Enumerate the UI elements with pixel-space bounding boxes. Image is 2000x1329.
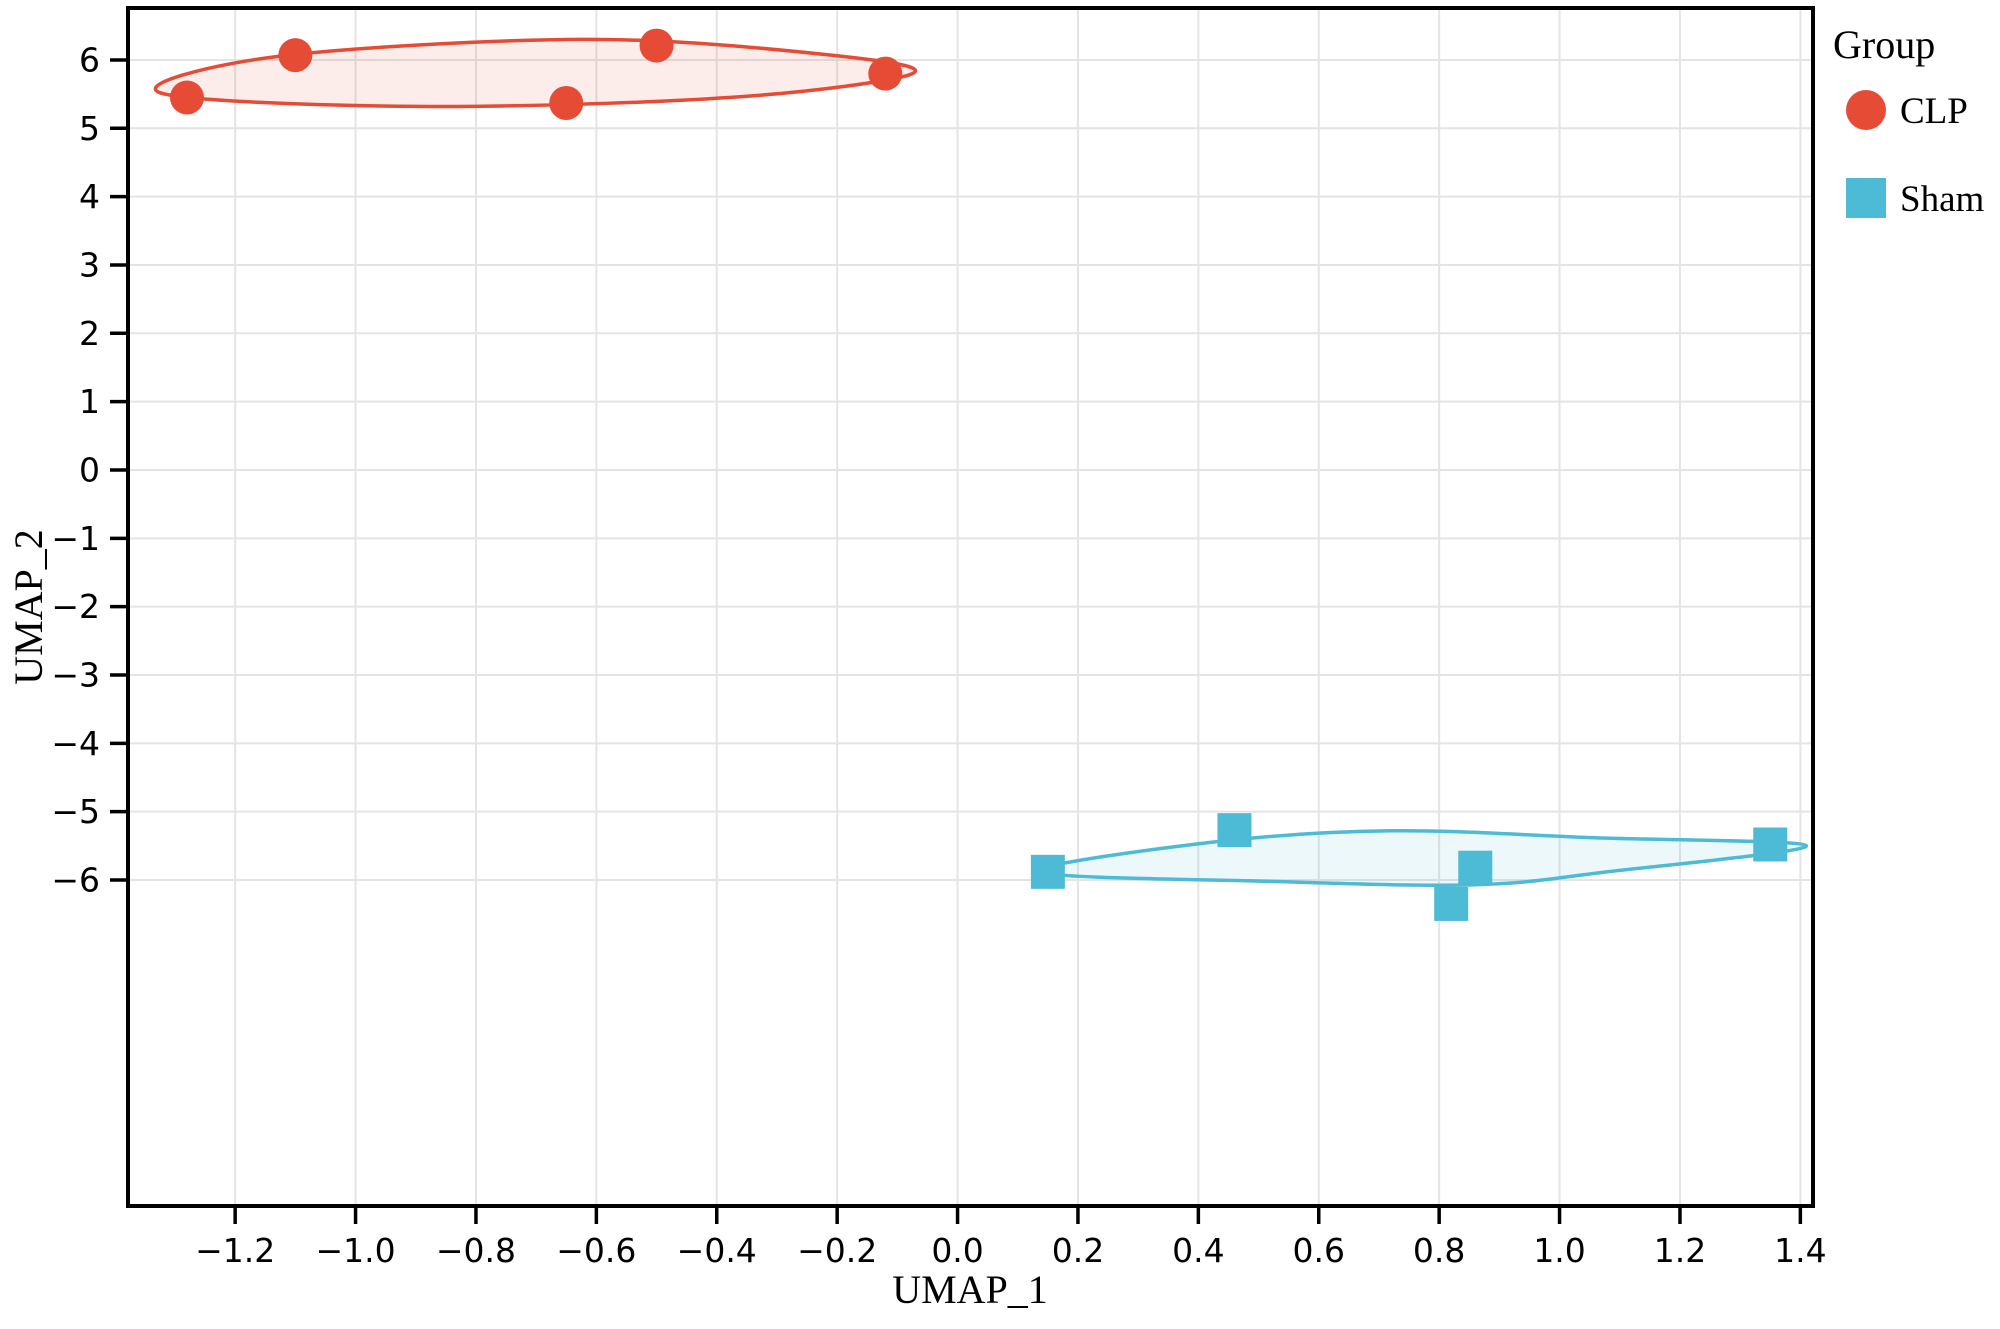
- legend: Group CLP Sham: [1833, 22, 1985, 220]
- x-axis-title: UMAP_1: [892, 1267, 1048, 1312]
- sham-data-point: [1030, 854, 1065, 889]
- x-tick-label: −1.0: [315, 1231, 395, 1270]
- clp-data-point: [278, 38, 313, 73]
- legend-swatch-clp-icon: [1846, 90, 1886, 130]
- y-tick-label: −3: [51, 656, 100, 695]
- legend-title: Group: [1833, 22, 1935, 67]
- y-tick-label: 4: [79, 177, 100, 216]
- clp-data-point: [549, 85, 584, 120]
- sham-data-point: [1753, 827, 1788, 862]
- legend-label-sham: Sham: [1900, 179, 1985, 220]
- y-tick-label: 1: [79, 382, 100, 421]
- y-tick-label: −6: [51, 861, 100, 900]
- x-tick-label: −0.4: [677, 1231, 757, 1270]
- y-tick-label: −5: [51, 792, 100, 831]
- axes: −1.2 −1.0 −0.8 −0.6 −0.4 −0.2 0.0 0.2 0.4 0.6 0.8 1…: [51, 40, 1826, 1270]
- x-tick-label: 0.6: [1293, 1231, 1345, 1270]
- x-tick-label: 0.4: [1172, 1231, 1224, 1270]
- clp-data-point: [639, 28, 674, 63]
- x-tick-label: −1.2: [195, 1231, 275, 1270]
- clp-data-point: [169, 80, 204, 115]
- x-tick-label: −0.2: [797, 1231, 877, 1270]
- y-tick-label: −1: [51, 519, 100, 558]
- x-tick-label: 1.0: [1533, 1231, 1585, 1270]
- y-tick-label: 3: [79, 246, 100, 285]
- y-tick-label: 0: [79, 451, 100, 490]
- sham-data-point: [1434, 886, 1469, 921]
- y-tick-label: 5: [79, 109, 100, 148]
- legend-label-clp: CLP: [1900, 91, 1968, 132]
- x-tick-label: 1.2: [1654, 1231, 1706, 1270]
- sham-data-point: [1217, 813, 1252, 848]
- legend-swatch-sham-icon: [1846, 178, 1886, 218]
- gridlines: [128, 8, 1813, 1206]
- y-tick-label: 2: [79, 314, 100, 353]
- y-axis-title: UMAP_2: [6, 529, 51, 685]
- y-tick-label: 6: [79, 40, 100, 79]
- y-tick-label: −2: [51, 587, 100, 626]
- x-tick-label: 0.8: [1413, 1231, 1465, 1270]
- x-tick-label: 1.4: [1774, 1231, 1826, 1270]
- sham-data-point: [1458, 850, 1493, 885]
- clp-data-point: [868, 56, 903, 91]
- clp-cluster-ellipse: [153, 37, 918, 109]
- series-sham: [1030, 813, 1809, 921]
- x-tick-label: 0.0: [931, 1231, 983, 1270]
- x-tick-label: 0.2: [1052, 1231, 1104, 1270]
- x-tick-label: −0.8: [436, 1231, 516, 1270]
- x-tick-label: −0.6: [556, 1231, 636, 1270]
- plot-panel: −1.2 −1.0 −0.8 −0.6 −0.4 −0.2 0.0 0.2 0.4 0.6 0.8 1…: [51, 6, 1827, 1270]
- y-tick-label: −4: [51, 724, 100, 763]
- series-clp: [153, 28, 918, 120]
